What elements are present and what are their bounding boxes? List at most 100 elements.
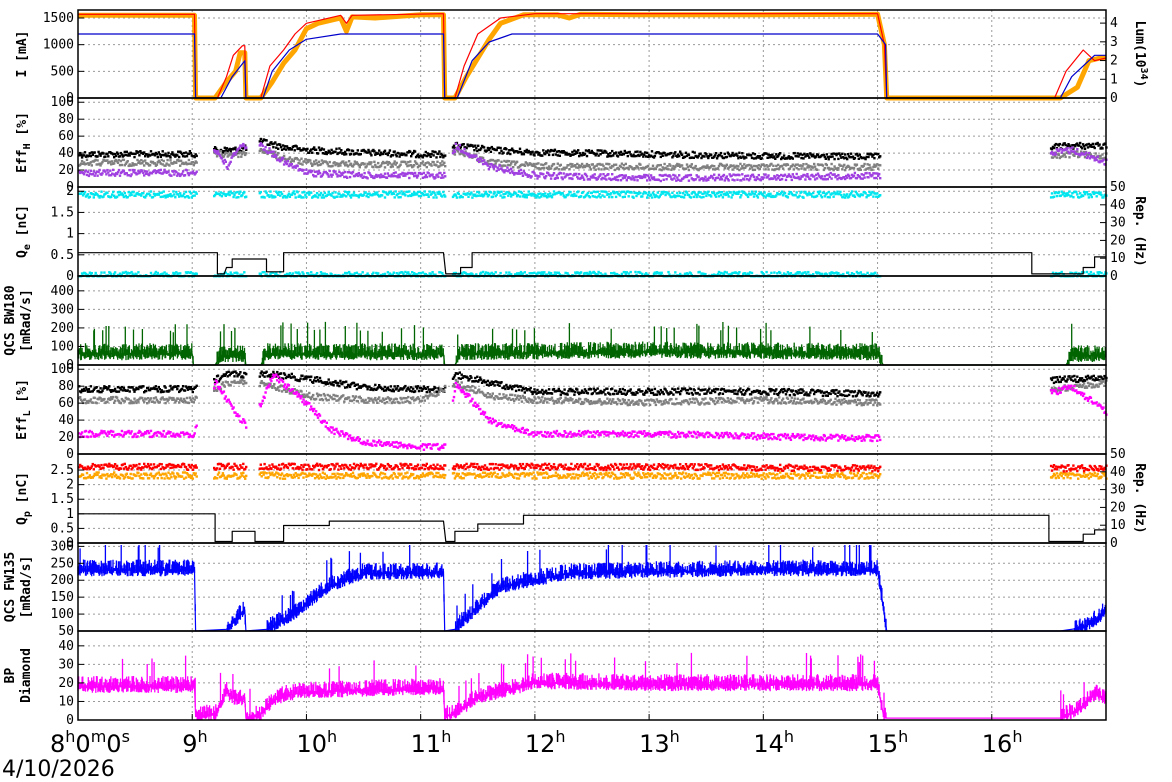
panel-eff-h-series-0-point — [680, 152, 683, 155]
panel-eff-h-series-2-point — [181, 170, 185, 173]
panel-qe-series-0-point — [218, 193, 222, 197]
panel-eff-h-series-0-point — [323, 152, 326, 155]
panel-qe-series-0-point — [1060, 190, 1063, 193]
panel-eff-l-series-0-point — [235, 372, 238, 375]
panel-qe-series-0-point — [485, 192, 489, 196]
panel-eff-h-series-0-point — [274, 141, 277, 144]
panel-eff-h-series-0-point — [122, 154, 126, 157]
panel-qe-series-1-point — [1079, 273, 1082, 276]
panel-eff-h-series-1-point — [119, 159, 123, 163]
panel-eff-h-series-1-point — [772, 164, 775, 167]
panel-eff-h-series-1-point — [418, 164, 422, 168]
panel-qe-series-0-point — [823, 195, 826, 198]
panel-eff-h-series-0-point — [279, 145, 283, 149]
panel-qe-series-1-point — [627, 272, 630, 275]
panel-eff-h-series-0-point — [133, 155, 136, 159]
panel-qe-series-0-point — [1078, 196, 1081, 199]
panel-eff-h-series-0-point — [462, 143, 465, 146]
panel-qe-series-0 — [78, 190, 1108, 199]
panel-eff-l-series-0-point — [98, 390, 101, 394]
panel-qe-series-0-point — [399, 196, 402, 199]
panel-eff-l-series-0-point — [683, 387, 687, 390]
panel-qe-series-0-point — [123, 191, 126, 195]
panel-eff-h-series-0-point — [846, 157, 849, 161]
panel-eff-h-series-2-point — [279, 158, 283, 162]
panel-eff-h-series-1-point — [513, 163, 517, 166]
panel-eff-h-series-0-point — [558, 154, 561, 157]
panel-eff-h-series-0-point — [738, 151, 741, 154]
panel-eff-h-series-0-point — [803, 152, 806, 156]
panel-eff-h-series-2-point — [478, 160, 481, 164]
panel-qe-series-0-point — [357, 196, 360, 199]
panel-eff-h-series-2-point — [214, 150, 218, 153]
panel-qe-series-0-point — [91, 193, 94, 196]
panel-qe-series-0-point — [474, 193, 477, 196]
panel-qe-series-1-point — [431, 271, 434, 274]
panel-qe-series-0-point — [816, 190, 820, 194]
panel-qe-series-0-point — [237, 196, 240, 199]
panel-qe-series-0-point — [527, 190, 530, 193]
panel-qe-series-1-point — [357, 273, 360, 276]
panel-qe-series-0-point — [413, 191, 416, 194]
panel-eff-h-series-1-point — [493, 159, 496, 163]
panel-qe-series-0-point — [140, 194, 143, 197]
panel-eff-l-series-0-point — [592, 387, 595, 390]
panel-eff-h-series-0-point — [741, 152, 744, 155]
panel-eff-h-series-1-point — [732, 164, 735, 167]
panel-eff-h-series-0-point — [866, 152, 869, 155]
panel-qe-series-0-point — [376, 191, 379, 194]
panel-eff-l-series-0-point — [191, 390, 194, 394]
panel-eff-h-series-0-point — [233, 147, 236, 151]
panel-eff-l-series-0-point — [263, 375, 266, 378]
panel-eff-h-series-0-point — [415, 154, 419, 158]
panel-eff-h-series-2-point — [394, 171, 397, 174]
panel-qe-series-0-point — [1095, 195, 1098, 198]
panel-eff-h-series-0-point — [472, 145, 475, 148]
panel-qe-series-1-point — [686, 272, 690, 276]
panel-eff-h-series-0-point — [600, 149, 603, 152]
panel-eff-h-series-2-point — [746, 174, 750, 177]
panel-eff-h-series-0-point — [413, 150, 417, 153]
panel-eff-h-series-0-point — [322, 148, 326, 151]
panel-eff-h-series-1-point — [398, 164, 401, 168]
panel-eff-l-series-0-point — [486, 379, 490, 383]
panel-qe-series-0-point — [577, 190, 580, 193]
panel-eff-h-series-1-point — [569, 162, 572, 166]
panel-eff-h-series-1-point — [636, 165, 639, 168]
panel-eff-h-series-1-point — [377, 161, 380, 165]
panel-eff-l-series-0-point — [582, 391, 586, 394]
panel-eff-h-series-0-point — [337, 151, 340, 155]
panel-qe-series-0-point — [713, 194, 717, 197]
panel-qe-series-0-point — [444, 195, 447, 198]
panel-qe-series-0-point — [572, 194, 575, 198]
panel-eff-l-series-0 — [78, 370, 1108, 398]
panel-eff-h-series-1-point — [872, 165, 875, 169]
panel-qe-series-0-point — [276, 191, 279, 195]
panel-eff-h-series-0-point — [587, 149, 591, 152]
panel-eff-h-series-2-point — [475, 154, 478, 158]
panel-eff-l-series-0-point — [260, 370, 263, 373]
panel-eff-h-series-2-point — [833, 173, 836, 176]
panel-qe-series-0-point — [417, 194, 421, 198]
panel-eff-h-series-1-point — [627, 167, 630, 171]
panel-qe-series-0-point — [682, 196, 686, 199]
panel-eff-h-series-1-point — [510, 162, 513, 165]
panel-qe-series-0-point — [787, 192, 791, 196]
panel-qe-series-1-point — [776, 272, 779, 275]
panel-qe-series-1-point — [321, 272, 325, 275]
panel-eff-h-series-0-point — [608, 154, 611, 158]
panel-eff-h-series-1-point — [624, 162, 627, 166]
panel-eff-h-series-0-point — [629, 153, 632, 156]
panel-beam-current-series-0 — [78, 11, 1106, 101]
panel-qe-series-0-point — [181, 194, 185, 197]
panel-eff-h-series-0-point — [290, 148, 293, 151]
panel-eff-h-series-2-point — [844, 177, 847, 181]
panel-beam-current-series-2 — [78, 33, 1106, 99]
panel-eff-h-series-2-point — [549, 177, 553, 180]
panel-qe-series-0-point — [268, 195, 271, 199]
panel-eff-h-series-0-point — [765, 152, 768, 155]
panel-qe-series-0-point — [516, 194, 520, 197]
panel-eff-h-series-2-point — [588, 178, 592, 181]
panel-eff-h-series-1-point — [812, 166, 815, 169]
panel-qe-series-0-point — [129, 191, 132, 195]
